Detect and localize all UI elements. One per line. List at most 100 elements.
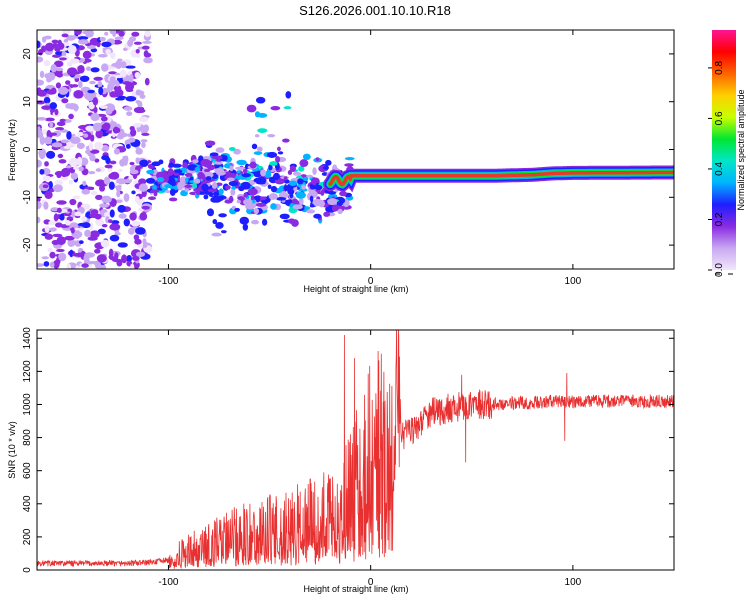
spectrogram-blob bbox=[61, 98, 69, 104]
spectrogram-blob bbox=[44, 117, 55, 122]
spectrogram-blob bbox=[142, 124, 150, 133]
spectrogram-blob bbox=[221, 230, 227, 234]
spectrogram-y-tick-label: -10 bbox=[22, 190, 33, 205]
spectrogram-marks bbox=[37, 30, 674, 269]
spectrogram-blob bbox=[84, 252, 95, 258]
spectrogram-blob bbox=[59, 57, 67, 61]
spectrogram-blob bbox=[211, 181, 218, 190]
spectrogram-blob bbox=[204, 140, 216, 146]
spectrogram-blob bbox=[119, 69, 127, 78]
spectrogram-blob bbox=[67, 102, 78, 110]
colorbar-tick-label: 0.0 bbox=[714, 263, 725, 277]
spectrogram-blob bbox=[77, 131, 84, 137]
spectrogram-blob bbox=[106, 66, 117, 70]
spectrogram-blob bbox=[114, 36, 124, 41]
spectrogram-blob bbox=[309, 204, 315, 208]
spectrogram-blob bbox=[99, 203, 110, 209]
spectrogram-blob bbox=[136, 165, 143, 169]
spectrogram-blob bbox=[257, 128, 268, 133]
spectrogram-blob bbox=[283, 176, 288, 181]
spectrogram-blob bbox=[87, 89, 95, 94]
spectrogram-blob bbox=[67, 238, 75, 247]
spectrogram-blob bbox=[104, 31, 109, 36]
spectrogram-blob bbox=[131, 31, 140, 37]
spectrogram-blob bbox=[214, 155, 223, 160]
spectrogram-blob bbox=[174, 169, 183, 174]
spectrogram-blob bbox=[228, 195, 234, 203]
spectrogram-blob bbox=[167, 168, 174, 176]
spectrogram-blob bbox=[101, 155, 110, 161]
spectrogram-blob bbox=[215, 196, 224, 202]
spectrogram-blob bbox=[177, 181, 186, 188]
snr-y-tick-label: 0 bbox=[22, 567, 33, 573]
spectrogram-blob bbox=[43, 60, 51, 67]
spectrogram-blob bbox=[134, 71, 141, 79]
spectrogram-blob bbox=[69, 198, 77, 206]
spectrogram-blob bbox=[270, 185, 278, 193]
spectrogram-blob bbox=[41, 105, 52, 110]
spectrogram-blob bbox=[56, 200, 67, 205]
spectrogram-blob bbox=[246, 104, 257, 113]
spectrogram-blob bbox=[141, 142, 146, 149]
spectrogram-blob bbox=[123, 218, 131, 227]
spectrogram-blob bbox=[37, 201, 42, 210]
spectrogram-blob bbox=[76, 142, 85, 149]
spectrogram-x-ticks: -100 0 100 bbox=[158, 30, 582, 287]
snr-y-tick-label: 400 bbox=[22, 495, 33, 512]
spectrogram-blob bbox=[122, 81, 132, 85]
spectrogram-blob bbox=[193, 188, 200, 192]
spectrogram-blob bbox=[233, 148, 241, 155]
spectrogram-blob bbox=[53, 60, 64, 68]
spectrogram-x-tick-label: -100 bbox=[158, 276, 178, 287]
spectrogram-blob bbox=[139, 212, 148, 221]
spectrogram-blob bbox=[58, 159, 67, 164]
spectrogram-blob bbox=[200, 159, 211, 167]
spectrogram-blob bbox=[266, 151, 278, 158]
spectrogram-blob bbox=[49, 251, 56, 259]
spectrogram-blob bbox=[136, 108, 146, 113]
spectrogram-blob bbox=[97, 228, 106, 235]
spectrogram-blob bbox=[182, 162, 188, 167]
snr-x-ticks: -100 0 100 bbox=[158, 330, 582, 588]
spectrogram-blob bbox=[193, 178, 201, 184]
spectrogram-x-label: Height of straight line (km) bbox=[303, 284, 408, 294]
spectrogram-blob bbox=[78, 240, 84, 245]
spectrogram-blob bbox=[89, 186, 95, 191]
spectrogram-blob bbox=[83, 133, 89, 138]
spectrogram-blob bbox=[230, 189, 236, 196]
spectrogram-blob bbox=[44, 190, 53, 200]
spectrogram-blob bbox=[255, 96, 266, 104]
spectrogram-blob bbox=[75, 265, 80, 269]
spectrogram-blob bbox=[194, 166, 201, 173]
spectrogram-blob bbox=[66, 67, 78, 76]
spectrogram-blob bbox=[279, 213, 290, 220]
spectrogram-blob bbox=[168, 197, 178, 202]
spectrogram-blob bbox=[140, 139, 148, 143]
spectrogram-blob bbox=[71, 253, 83, 257]
spectrogram-blob bbox=[89, 222, 94, 231]
spectrogram-blob bbox=[46, 129, 52, 139]
spectrogram-blob bbox=[122, 47, 128, 52]
spectrogram-blob bbox=[251, 143, 258, 150]
spectrogram-blob bbox=[144, 30, 151, 38]
spectrogram-blob bbox=[134, 195, 140, 204]
spectrogram-blob bbox=[148, 196, 157, 201]
spectrogram-blob bbox=[49, 261, 55, 268]
spectrogram-blob bbox=[38, 49, 44, 56]
spectrogram-blob bbox=[109, 76, 116, 82]
spectrogram-blob bbox=[269, 161, 278, 167]
spectrogram-blob bbox=[288, 180, 298, 187]
spectrogram-blob bbox=[275, 156, 281, 163]
spectrogram-blob bbox=[250, 195, 256, 202]
colorbar-tick-label: 0.8 bbox=[714, 61, 725, 75]
spectrogram-blob bbox=[109, 234, 120, 242]
spectrogram-blob bbox=[229, 165, 234, 172]
spectrogram-blob bbox=[37, 116, 47, 121]
snr-y-tick-label: 1200 bbox=[22, 360, 33, 383]
spectrogram-blob bbox=[162, 170, 168, 176]
spectrogram-blob bbox=[139, 159, 149, 167]
spectrogram-blob bbox=[140, 124, 145, 133]
spectrogram-blob bbox=[126, 254, 132, 263]
spectrogram-blob bbox=[37, 40, 41, 49]
spectrogram-blob bbox=[82, 180, 87, 186]
